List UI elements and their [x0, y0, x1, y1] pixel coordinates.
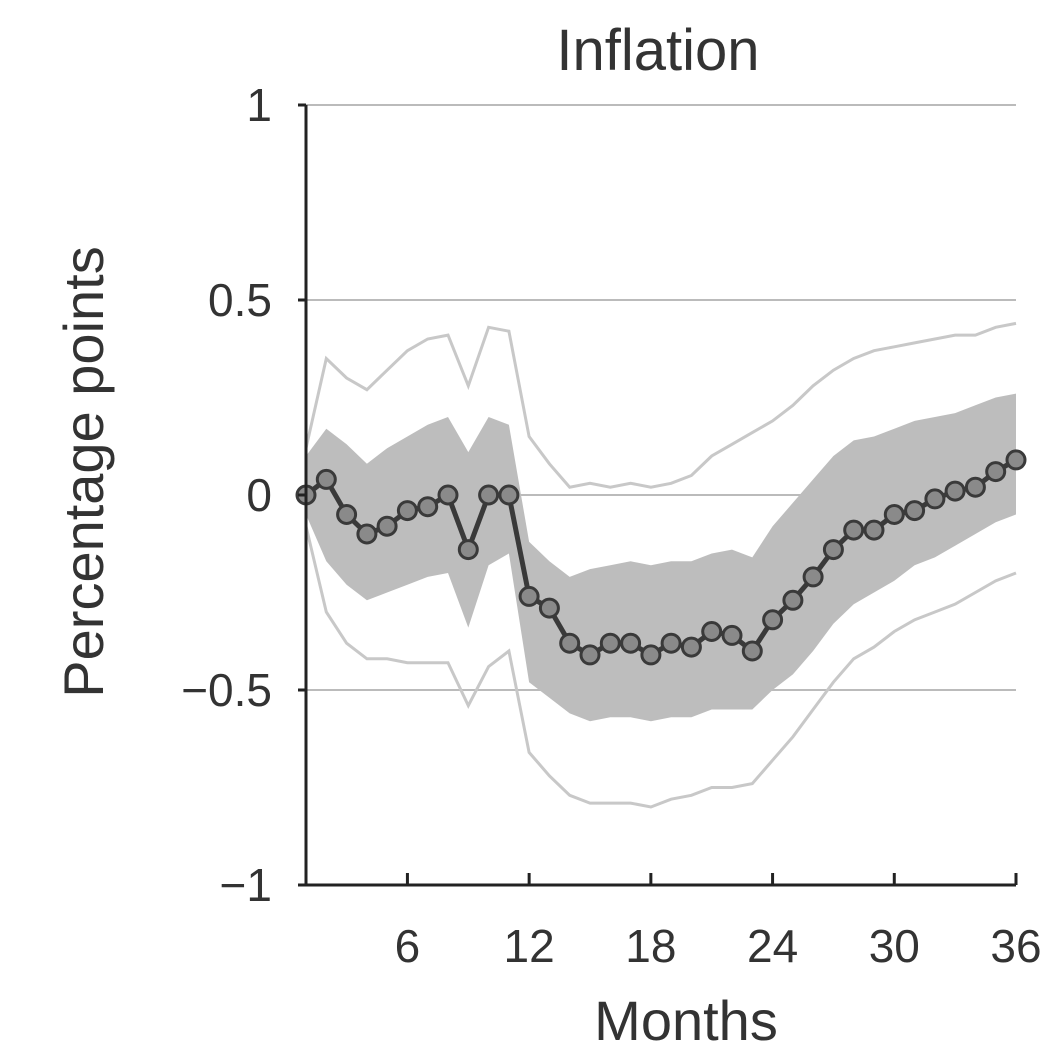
- x-tick-label: 6: [395, 920, 421, 972]
- data-point: [680, 636, 702, 658]
- data-point: [498, 484, 520, 506]
- x-tick-label: 30: [869, 920, 920, 972]
- data-point: [985, 461, 1007, 483]
- data-point: [457, 539, 479, 561]
- y-axis-label: Percentage points: [52, 246, 115, 697]
- y-tick-label: −0.5: [181, 664, 272, 716]
- data-point: [782, 589, 804, 611]
- outer-band-upper-line: [304, 321, 1017, 489]
- outer-band-lower-line: [304, 525, 1017, 809]
- data-point: [640, 644, 662, 666]
- data-point: [396, 500, 418, 522]
- x-axis-label: Months: [594, 989, 778, 1052]
- data-point: [843, 519, 865, 541]
- x-tick-label: 18: [625, 920, 676, 972]
- y-tick-label: 0: [246, 469, 272, 521]
- axes: [298, 103, 1018, 887]
- data-point: [802, 566, 824, 588]
- y-tick-label: 0.5: [208, 274, 272, 326]
- data-point: [417, 496, 439, 518]
- data-point: [376, 515, 398, 537]
- chart-title: Inflation: [556, 18, 759, 83]
- data-point: [599, 632, 621, 654]
- data-point: [741, 640, 763, 662]
- data-point: [924, 488, 946, 510]
- x-tick-label: 36: [990, 920, 1041, 972]
- x-tick-label: 12: [504, 920, 555, 972]
- data-point: [356, 523, 378, 545]
- data-point: [315, 468, 337, 490]
- data-point: [822, 539, 844, 561]
- data-point: [701, 621, 723, 642]
- tick-labels: 6 12 18 24 30 36 1 0.5 0 −0.5 −1: [181, 79, 1041, 972]
- data-point: [559, 632, 581, 654]
- data-point: [863, 519, 885, 541]
- y-tick-label: 1: [246, 79, 272, 131]
- data-point: [660, 632, 682, 654]
- data-point: [944, 480, 966, 502]
- data-point: [904, 500, 926, 522]
- data-point: [538, 597, 560, 619]
- x-tick-label: 24: [747, 920, 798, 972]
- y-tick-label: −1: [220, 859, 272, 911]
- confidence-band: [306, 393, 1016, 722]
- data-point: [518, 585, 540, 607]
- data-point: [437, 484, 459, 506]
- confidence-band-area: [306, 393, 1016, 722]
- data-point: [620, 632, 642, 654]
- data-point: [883, 504, 905, 525]
- data-point: [721, 624, 743, 646]
- data-point: [579, 644, 601, 666]
- data-point: [762, 609, 784, 631]
- data-point: [1005, 449, 1027, 471]
- outer-band-lines: [304, 321, 1017, 809]
- data-point: [964, 476, 986, 498]
- data-point: [478, 484, 500, 506]
- data-point: [336, 504, 358, 525]
- estimate-markers: [295, 449, 1027, 666]
